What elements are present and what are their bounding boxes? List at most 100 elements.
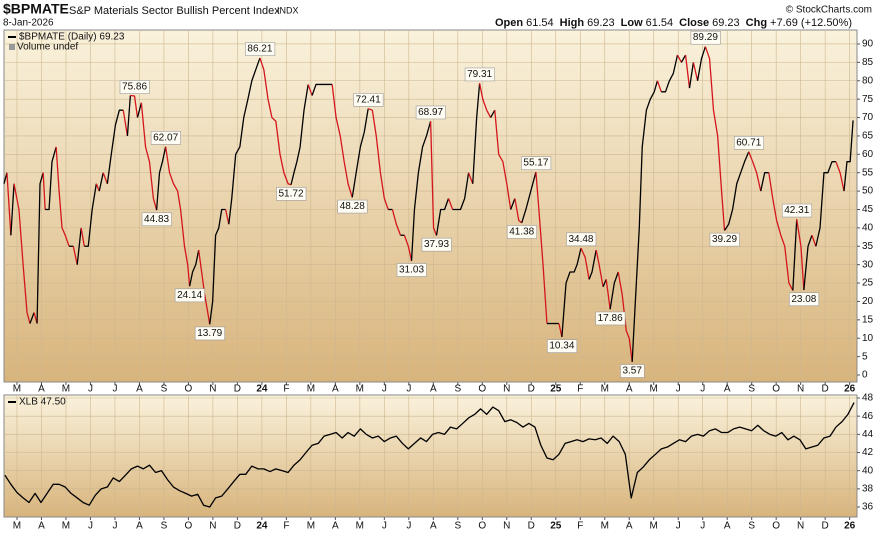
annotation-box — [521, 156, 552, 171]
price-line — [467, 172, 474, 184]
price-line — [595, 249, 604, 287]
y-tick-label: 40 — [862, 465, 874, 476]
annotation-box — [709, 232, 740, 247]
price-line — [656, 80, 662, 93]
annotation-label: 55.17 — [523, 158, 548, 169]
quote-label: Open — [495, 17, 523, 29]
annotation-label: 41.38 — [509, 226, 534, 237]
price-line — [209, 208, 226, 325]
x-tick-label: M — [307, 384, 315, 395]
price-line — [535, 172, 548, 324]
y-tick-label: 75 — [862, 94, 874, 105]
annotation-box — [337, 199, 368, 214]
annotation-label: 48.28 — [340, 201, 365, 212]
annotation-box — [464, 67, 495, 82]
price-line — [331, 84, 353, 198]
y-tick-label: 38 — [862, 483, 874, 494]
price-line — [98, 172, 104, 192]
legend-label: $BPMATE (Daily) 69.23 — [19, 32, 125, 43]
price-line — [561, 248, 582, 338]
y-tick-label: 20 — [862, 296, 874, 307]
quote-value: 69.23 — [587, 17, 615, 29]
price-line — [155, 146, 167, 211]
price-line — [521, 171, 537, 224]
price-line — [130, 94, 139, 118]
x-tick-label: D — [822, 384, 829, 395]
x-tick-label: J — [112, 521, 117, 532]
x-tick-label: 24 — [256, 521, 268, 532]
price-line — [122, 110, 129, 137]
annotation-box — [150, 131, 181, 145]
y-tick-label: 44 — [862, 429, 874, 440]
x-tick-label: M — [356, 384, 364, 395]
legend-label: Volume undef — [17, 42, 78, 53]
price-line — [478, 83, 492, 118]
x-tick-label: M — [13, 384, 21, 395]
x-tick-label: 25 — [550, 521, 562, 532]
price-line — [472, 83, 481, 184]
price-line — [768, 172, 794, 291]
x-tick-label: 26 — [844, 521, 856, 532]
annotation-label: 62.07 — [153, 132, 178, 143]
price-line — [106, 109, 124, 184]
annotation-box — [733, 136, 764, 150]
annotation-label: 72.41 — [356, 94, 381, 105]
y-tick-label: 25 — [862, 278, 874, 289]
x-tick-label: A — [38, 384, 45, 395]
x-tick-label: M — [650, 384, 658, 395]
y-tick-label: 60 — [862, 149, 874, 160]
price-line — [692, 62, 699, 81]
annotation-box — [245, 42, 276, 56]
x-tick-label: D — [822, 521, 829, 532]
price-line — [490, 109, 496, 118]
price-line — [696, 46, 707, 81]
price-line — [580, 247, 590, 280]
y-tick-label: 5 — [862, 351, 868, 362]
price-line — [609, 271, 619, 310]
price-line — [311, 83, 333, 96]
y-tick-label: 15 — [862, 314, 874, 325]
y-tick-label: 48 — [862, 393, 874, 404]
x-tick-label: 24 — [256, 384, 268, 395]
x-tick-label: J — [88, 384, 93, 395]
annotation-label: 34.48 — [568, 234, 593, 245]
panel-background — [3, 394, 858, 518]
annotation-label: 23.08 — [791, 294, 816, 305]
x-tick-label: N — [503, 384, 510, 395]
x-tick-label: 26 — [844, 384, 856, 395]
annotation-box — [566, 232, 597, 247]
price-line — [351, 108, 369, 198]
symbol: $BPMATE — [3, 1, 69, 17]
y-tick-label: 55 — [862, 167, 874, 178]
x-tick-label: N — [209, 384, 216, 395]
price-line — [792, 219, 798, 291]
price-line — [704, 46, 726, 231]
exchange: INDX — [277, 5, 299, 15]
price-line — [617, 271, 633, 362]
y-tick-label: 90 — [862, 39, 874, 50]
price-line — [367, 108, 389, 210]
price-line — [803, 235, 813, 291]
price-line — [811, 235, 817, 247]
price-line — [760, 172, 769, 192]
x-tick-label: O — [772, 384, 780, 395]
annotation-label: 68.97 — [418, 107, 443, 118]
annotation-box — [547, 339, 578, 353]
x-tick-label: N — [797, 384, 804, 395]
x-tick-label: A — [136, 521, 143, 532]
x-tick-label: J — [700, 384, 705, 395]
y-tick-label: 65 — [862, 131, 874, 142]
x-tick-label: A — [724, 521, 731, 532]
x-tick-label: O — [185, 521, 193, 532]
x-tick-label: A — [430, 384, 437, 395]
annotation-box — [276, 187, 307, 201]
x-tick-label: A — [332, 521, 339, 532]
quote-label: High — [560, 17, 585, 29]
annotation-label: 31.03 — [399, 265, 424, 276]
price-line — [55, 146, 70, 247]
price-line — [510, 198, 516, 210]
price-line — [76, 227, 82, 265]
annotation-label: 3.57 — [622, 366, 642, 377]
x-tick-label: A — [136, 384, 143, 395]
